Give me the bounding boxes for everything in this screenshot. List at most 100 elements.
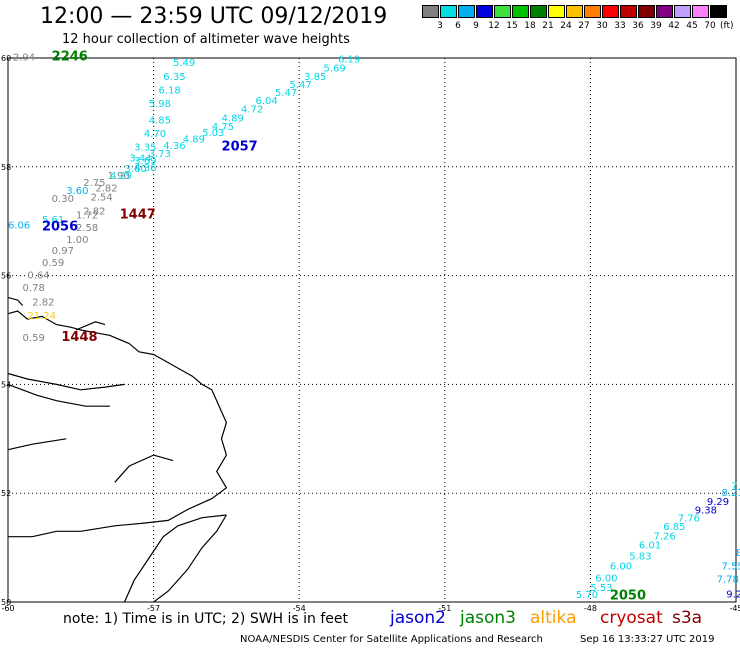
colorbar-label: 3 <box>437 21 443 31</box>
colorbar-swatch <box>422 5 439 18</box>
colorbar-label: 39 <box>650 21 662 31</box>
colorbar-swatch <box>512 5 529 18</box>
colorbar-swatch <box>530 5 547 18</box>
map-subtitle: 12 hour collection of altimeter wave hei… <box>62 32 350 47</box>
wave-height-label: 2.82 <box>83 207 105 218</box>
wave-height-label: 6.18 <box>158 85 180 96</box>
colorbar-label: 9 <box>473 21 479 31</box>
credit-line: NOAA/NESDIS Center for Satellite Applica… <box>240 634 543 645</box>
wave-height-label: 3.60 <box>66 186 88 197</box>
lat-tick-label: 54 <box>1 380 11 389</box>
colorbar-swatch <box>692 5 709 18</box>
wave-height-label: 9.22 <box>726 590 740 601</box>
wave-height-label: 4.89 <box>183 134 205 145</box>
wave-height-label: 9.29 <box>707 497 729 508</box>
coastline-segment <box>153 514 227 603</box>
wave-height-label: 2.82 <box>95 183 117 194</box>
wave-height-label: 0.30 <box>52 194 74 205</box>
satellite-legend-item: cryosat <box>600 608 663 628</box>
colorbar-swatch <box>584 5 601 18</box>
wave-height-label: 4.75 <box>212 122 234 133</box>
wave-height-label: 5.61 <box>42 215 64 226</box>
map-grid <box>8 58 736 602</box>
wave-height-labels: 2.94 5.496.356.185.984.854.703.353.444.36… <box>8 53 740 601</box>
colorbar-label: 27 <box>578 21 590 31</box>
colorbar-swatch <box>440 5 457 18</box>
pass-time-label: 1448 <box>61 330 97 345</box>
wave-height-label: 3.60 <box>124 164 146 175</box>
wave-height-label: 5.47 <box>289 80 311 91</box>
colorbar-swatch <box>602 5 619 18</box>
wave-height-label: 5.03 <box>202 128 224 139</box>
map-title: 12:00 — 23:59 UTC 09/12/2019 <box>40 4 388 29</box>
pass-time-label: 2056 <box>42 219 78 234</box>
wave-height-label: 1.00 <box>66 235 88 246</box>
map-frame <box>7 57 737 603</box>
colorbar-swatch <box>548 5 565 18</box>
colorbar-swatch <box>656 5 673 18</box>
colorbar-label: 33 <box>614 21 626 31</box>
pass-time-label: 1447 <box>120 207 156 222</box>
satellite-legend-item: jason2 <box>390 608 446 628</box>
colorbar-label: 70 <box>704 21 716 31</box>
coastline-segment <box>7 438 67 451</box>
colorbar-swatch <box>710 5 727 18</box>
wave-height-label: 6.00 <box>595 573 617 584</box>
colorbar-swatch <box>458 5 475 18</box>
lat-tick-label: 60 <box>1 54 11 63</box>
wave-height-label: 2.58 <box>76 223 98 234</box>
colorbar-label: 6 <box>455 21 461 31</box>
colorbar-swatch <box>638 5 655 18</box>
colorbar-swatch <box>566 5 583 18</box>
wave-height-label: 9.38 <box>695 505 717 516</box>
generation-timestamp: Sep 16 13:33:27 UTC 2019 <box>580 634 715 645</box>
colorbar-unit: (ft) <box>720 21 734 31</box>
wave-height-label: 6.01 <box>639 541 661 552</box>
wave-height-label: 4.29 <box>110 171 132 182</box>
wave-height-label: 4.89 <box>222 114 244 125</box>
wave-height-label: 1.72 <box>76 210 98 221</box>
wave-height-label: 7.76 <box>678 513 700 524</box>
wave-height-label: 4.70 <box>144 129 166 140</box>
wave-height-label: 5.49 <box>173 58 195 69</box>
wave-height-label: 3.44 <box>129 153 151 164</box>
wave-height-label: 6.85 <box>663 522 685 533</box>
wave-height-label: 3.85 <box>304 72 326 83</box>
pass-time-label: 2246 <box>52 50 88 65</box>
wave-height-label: 5.98 <box>149 99 171 110</box>
wave-height-label: 8.21 <box>721 488 740 499</box>
lon-tick-label: -57 <box>147 604 160 613</box>
wave-height-label: 5.53 <box>590 583 612 594</box>
wave-height-label: 6.04 <box>256 96 278 107</box>
wave-height-label: 2.75 <box>83 178 105 189</box>
colorbar-label: 21 <box>542 21 554 31</box>
coastline-segment <box>7 372 125 391</box>
coastline-segment <box>75 321 106 331</box>
wave-height-label: 7.55 <box>721 561 740 572</box>
wave-height-label: 6.00 <box>610 561 632 572</box>
wave-height-label: 0.97 <box>52 246 74 257</box>
wave-height-label: 6.19 <box>338 54 360 65</box>
wave-height-label: 5.47 <box>275 88 297 99</box>
coastline-segment <box>7 296 24 306</box>
satellite-legend-item: jason3 <box>460 608 516 628</box>
lon-tick-label: -54 <box>293 604 306 613</box>
coastline-segment <box>7 310 228 538</box>
lat-tick-label: 56 <box>1 272 11 281</box>
wave-height-label: 7.78 <box>717 574 739 585</box>
coastline-segment <box>123 514 227 603</box>
lon-tick-label: -48 <box>584 604 597 613</box>
colorbar-label: 36 <box>632 21 644 31</box>
wave-height-label: 2.54 <box>91 193 113 204</box>
wave-height-label: 21.24 <box>27 311 56 322</box>
satellite-legend-item: s3a <box>672 608 703 628</box>
colorbar-label: 15 <box>506 21 518 31</box>
wave-height-label: 3.35 <box>134 142 156 153</box>
pass-time-label: 2057 <box>222 139 258 154</box>
footnote: note: 1) Time is in UTC; 2) SWH is in fe… <box>63 611 349 627</box>
wave-height-label: 3.73 <box>149 149 171 160</box>
wave-height-label: 3.69 <box>134 156 156 167</box>
pass-time-labels: 2246 2057 1447 2056 1448 2050 <box>42 50 646 604</box>
colorbar-swatch <box>494 5 511 18</box>
